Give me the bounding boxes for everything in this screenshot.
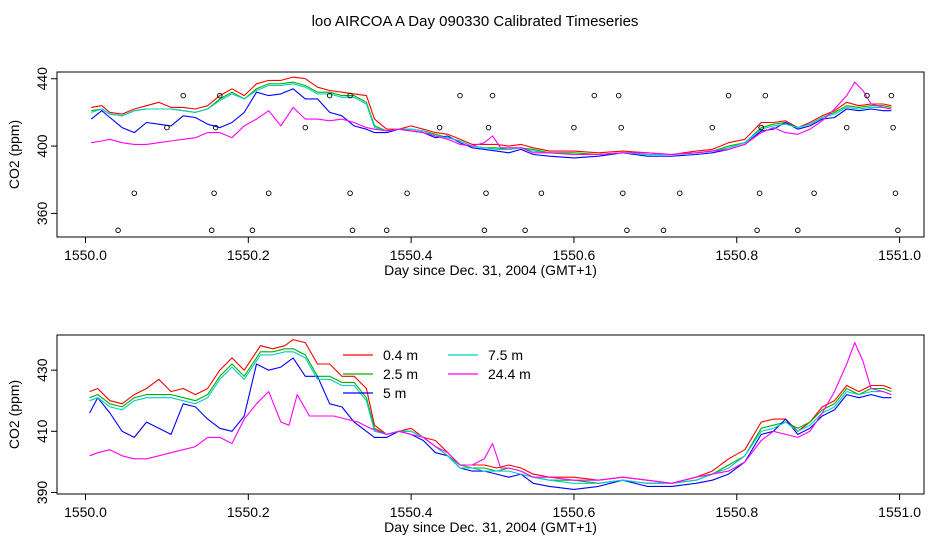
bottom-series-line-0-4-m — [89, 339, 892, 484]
top-x-tick-label: 1550.6 — [553, 247, 596, 263]
bottom-x-tick-label: 1550.8 — [715, 504, 758, 520]
bottom-series-line-7-5-m — [89, 351, 892, 484]
top-scatter-marker — [754, 227, 760, 234]
top-panel: 1550.0 1550.2 1550.4 1550.6 1550.8 1551.0 360 4… — [6, 67, 925, 278]
top-x-tick-label: 1550.2 — [227, 247, 270, 263]
bottom-plot-frame — [56, 334, 925, 495]
legend-label: 24.4 m — [488, 366, 531, 382]
top-series-line-s244 — [91, 81, 892, 156]
top-x-tick-label: 1550.0 — [64, 247, 107, 263]
bottom-panel: 1550.0 1550.2 1550.4 1550.6 1550.8 1551.0 390 4… — [6, 334, 925, 535]
top-scatter-marker — [677, 190, 683, 196]
top-x-tick-label: 1551.0 — [878, 247, 921, 263]
top-series-line-s25 — [91, 81, 892, 156]
top-scatter-marker — [164, 124, 170, 131]
top-scatter-marker — [208, 227, 215, 234]
top-scatter-marker — [888, 92, 895, 99]
top-scatter-marker — [436, 124, 443, 131]
top-scatter-marker — [843, 124, 850, 131]
top-scatter-marker — [762, 92, 769, 99]
bottom-x-axis-label: Day since Dec. 31, 2004 (GMT+1) — [384, 519, 597, 535]
top-scatter-marker — [892, 190, 899, 196]
bottom-y-tick-label: 430 — [34, 358, 50, 382]
top-scatter-marker — [347, 190, 353, 196]
top-scatter-marker — [265, 190, 272, 196]
top-x-tick-label: 1550.4 — [390, 247, 433, 263]
bottom-y-tick-label: 390 — [34, 481, 50, 505]
top-scatter-marker — [795, 227, 801, 234]
legend-label: 7.5 m — [488, 347, 523, 363]
top-y-axis-label: CO2 (ppm) — [6, 120, 22, 189]
top-scatter-marker — [522, 227, 528, 234]
legend-label: 5 m — [383, 385, 406, 401]
bottom-x-tick-label: 1550.0 — [64, 504, 107, 520]
bottom-series-line-5-m — [89, 357, 892, 490]
top-scatter-marker — [481, 227, 488, 234]
legend-label: 2.5 m — [383, 366, 418, 382]
bottom-y-tick-label: 410 — [34, 419, 50, 443]
bottom-x-tick-label: 1550.2 — [227, 504, 270, 520]
top-scatter-marker — [864, 92, 870, 99]
top-scatter-marker — [624, 227, 630, 234]
top-scatter-marker — [211, 190, 217, 196]
top-scatter-marker — [618, 124, 624, 131]
top-scatter-marker — [538, 190, 545, 196]
top-scatter-marker — [115, 227, 121, 234]
bottom-y-axis-label: CO2 (ppm) — [6, 380, 22, 449]
top-scatter-marker — [383, 227, 390, 234]
top-scatter-marker — [347, 92, 353, 99]
top-scatter-marker — [895, 227, 901, 234]
top-scatter-marker — [615, 92, 622, 99]
top-scatter-marker — [349, 227, 356, 234]
top-scatter-marker — [180, 92, 186, 99]
figure-title: loo AIRCOA A Day 090330 Calibrated Times… — [312, 13, 639, 30]
bottom-x-tick-label: 1551.0 — [878, 504, 921, 520]
top-plot-frame — [56, 71, 925, 238]
bottom-x-tick-label: 1550.4 — [390, 504, 433, 520]
top-scatter-marker — [890, 124, 896, 131]
top-scatter-marker — [485, 124, 492, 131]
top-y-tick-label: 400 — [34, 134, 50, 158]
top-scatter-marker — [326, 92, 333, 99]
top-scatter-marker — [725, 92, 732, 99]
top-scatter-marker — [249, 227, 256, 234]
top-scatter-marker — [483, 190, 489, 196]
top-series-line-s04 — [91, 76, 892, 156]
top-scatter-marker — [758, 124, 764, 131]
top-scatter-marker — [811, 190, 817, 196]
top-x-axis-label: Day since Dec. 31, 2004 (GMT+1) — [384, 262, 597, 278]
top-scatter-marker — [212, 124, 219, 131]
top-scatter-marker — [404, 190, 410, 196]
top-scatter-marker — [489, 92, 496, 99]
top-scatter-marker — [620, 190, 626, 196]
top-scatter-marker — [709, 124, 716, 131]
top-scatter-marker — [217, 92, 223, 99]
top-scatter-marker — [571, 124, 577, 131]
top-scatter-marker — [591, 92, 598, 99]
bottom-series-line-24-4-m — [89, 342, 892, 484]
top-scatter-marker — [756, 190, 763, 196]
top-scatter-marker — [660, 227, 667, 234]
top-scatter-marker — [457, 92, 463, 99]
top-series-line-s75 — [91, 83, 892, 156]
top-y-tick-label: 440 — [34, 67, 50, 91]
bottom-x-tick-label: 1550.6 — [553, 504, 596, 520]
legend-label: 0.4 m — [383, 347, 418, 363]
top-scatter-marker — [302, 124, 309, 131]
legend: 0.4 m 2.5 m 5 m 7.5 m 24.4 m — [343, 347, 531, 401]
top-x-tick-label: 1550.8 — [715, 247, 758, 263]
top-scatter-marker — [131, 190, 138, 196]
top-y-tick-label: 360 — [34, 202, 50, 226]
